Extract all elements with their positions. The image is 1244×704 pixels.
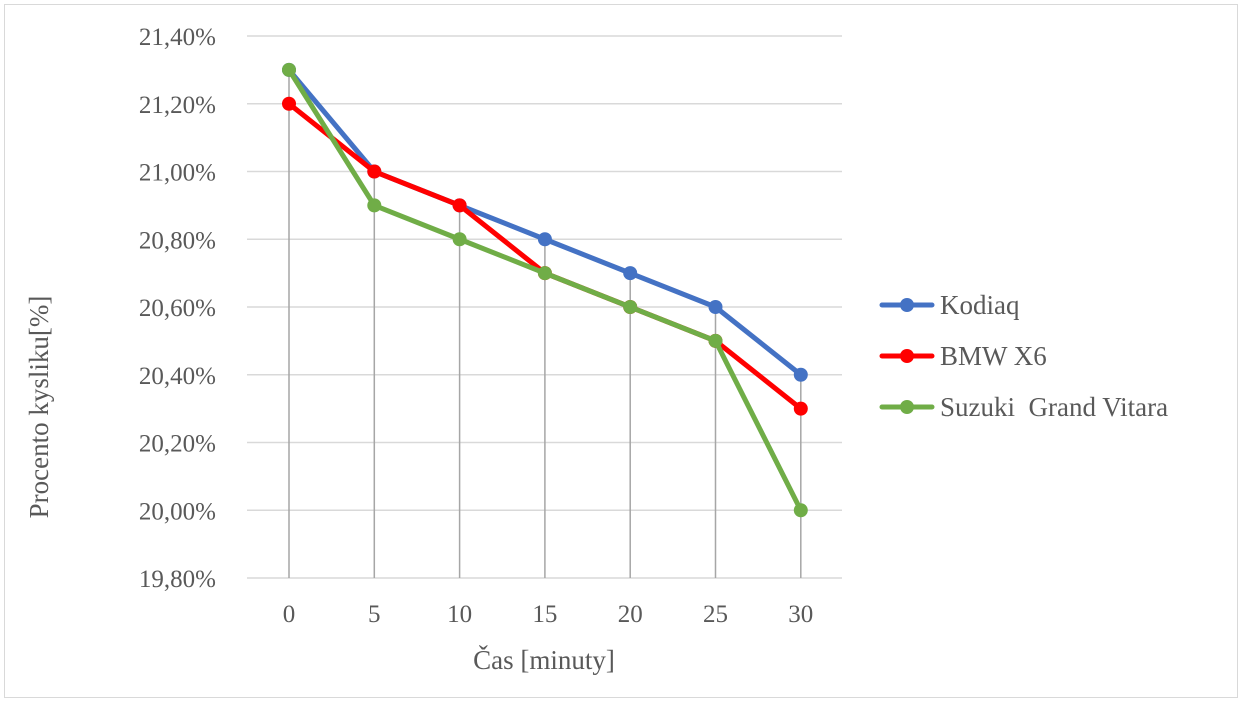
data-point — [452, 232, 467, 247]
y-tick-label: 20,20% — [139, 431, 216, 458]
x-tick-label: 5 — [368, 601, 381, 628]
y-tick-label: 21,20% — [139, 92, 216, 119]
data-point — [793, 367, 808, 382]
x-tick-label: 0 — [283, 601, 296, 628]
data-point — [623, 266, 638, 281]
y-tick-label: 20,00% — [139, 498, 216, 525]
data-point — [537, 266, 552, 281]
legend-item: Kodiaq — [879, 290, 1020, 320]
series-layer — [282, 62, 808, 518]
x-tick-labels: 0 5 10 15 20 25 30 — [283, 601, 814, 628]
y-tick-label: 21,40% — [139, 24, 216, 51]
chart-frame — [4, 4, 1238, 698]
data-point — [708, 333, 723, 348]
x-axis-title: Čas [minuty] — [473, 645, 615, 675]
legend-swatch-marker — [900, 349, 914, 363]
data-point — [367, 164, 382, 179]
data-point — [282, 96, 296, 111]
drop-lines — [288, 69, 802, 578]
legend-label: Suzuki Grand Vitara — [940, 392, 1168, 422]
data-point — [708, 300, 723, 314]
y-tick-label: 20,40% — [139, 363, 216, 390]
x-tick-label: 30 — [788, 601, 813, 628]
x-tick-label: 20 — [618, 601, 643, 628]
x-tick-label: 25 — [703, 601, 728, 628]
legend: Kodiaq BMW X6 Suzuki Grand Vitara — [879, 290, 1168, 422]
legend-swatch-marker — [900, 298, 914, 312]
data-point — [793, 503, 808, 518]
legend-item: BMW X6 — [879, 341, 1047, 371]
legend-item: Suzuki Grand Vitara — [879, 392, 1168, 422]
data-point — [452, 198, 467, 213]
y-tick-label: 19,80% — [139, 566, 216, 593]
data-point — [537, 232, 552, 247]
data-point — [282, 62, 296, 77]
series-3 — [282, 62, 808, 518]
y-tick-label: 20,60% — [139, 295, 216, 322]
data-point — [367, 198, 382, 213]
y-tick-label: 20,80% — [139, 227, 216, 254]
x-tick-label: 10 — [447, 601, 472, 628]
y-tick-labels: 19,80% 20,00% 20,20% 20,40% 20,60% 20,80% 21,0… — [139, 24, 216, 593]
y-tick-label: 21,00% — [139, 160, 216, 187]
legend-label: BMW X6 — [940, 341, 1047, 371]
x-tick-label: 15 — [532, 601, 557, 628]
data-point — [793, 401, 808, 416]
legend-label: Kodiaq — [940, 290, 1020, 320]
data-point — [623, 300, 638, 314]
y-axis-title: Procento kysliku[%] — [24, 296, 54, 519]
legend-swatch-marker — [900, 400, 914, 414]
